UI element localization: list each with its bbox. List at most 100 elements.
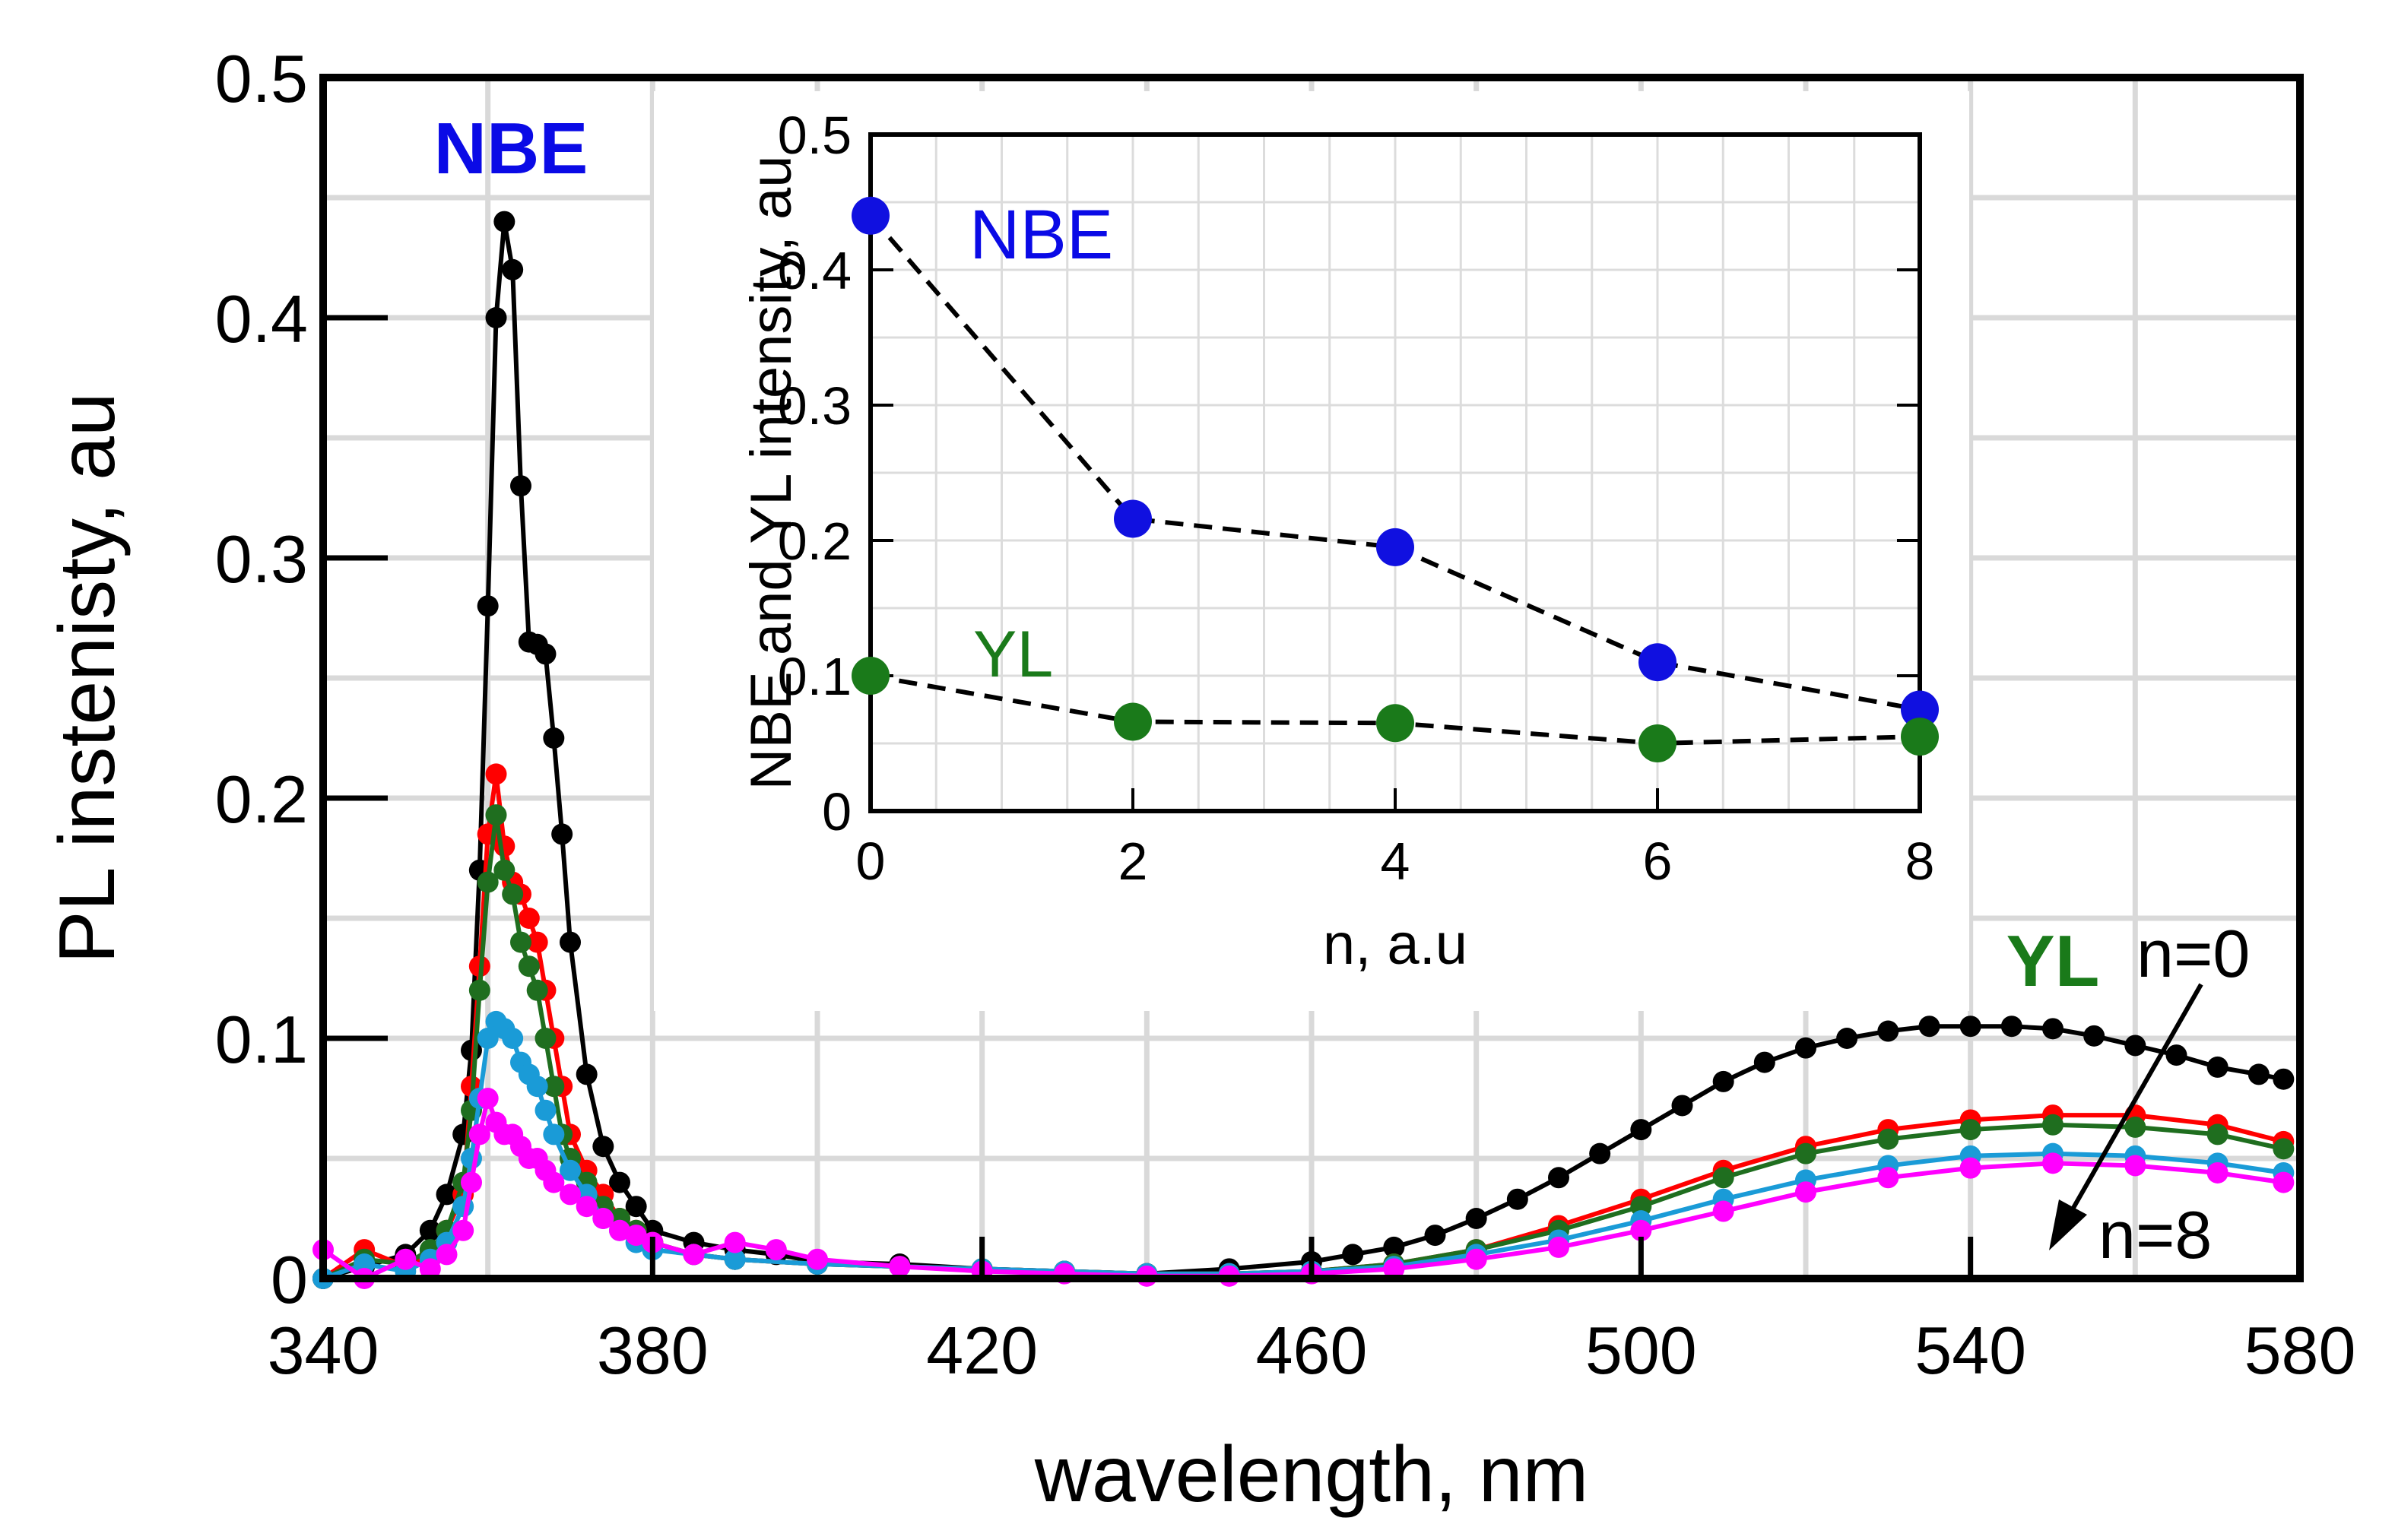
main-point-n-0	[551, 823, 573, 845]
main-point-n-8	[724, 1231, 746, 1253]
inset-y-tick-label: 0.1	[778, 647, 852, 706]
inset-x-tick-label: 6	[1643, 832, 1673, 891]
inset-y-tick-label: 0.3	[778, 376, 852, 436]
main-point-n-0	[625, 1196, 647, 1218]
inset-series-nbe	[852, 196, 1939, 729]
n-end-label: n=8	[2098, 1197, 2212, 1272]
main-point-n-8	[477, 1088, 499, 1109]
inset-point-nbe	[852, 196, 890, 235]
main-point-n-0	[2124, 1035, 2146, 1057]
main-point-n-4	[526, 979, 548, 1001]
main-point-n-4	[2206, 1123, 2228, 1145]
inset-point-nbe	[1901, 690, 1939, 729]
inset-point-yl	[1638, 724, 1676, 762]
inset-y-tick-label: 0.2	[778, 512, 852, 571]
main-point-n-4	[1877, 1128, 1899, 1150]
main-point-n-4	[1795, 1142, 1816, 1165]
inset-y-tick-label: 0	[822, 782, 852, 841]
main-point-n-8	[1712, 1200, 1734, 1222]
main-point-n-0	[2247, 1063, 2270, 1085]
main-point-n-8	[1465, 1248, 1487, 1270]
main-point-n-0	[535, 643, 557, 665]
main-point-n-8	[807, 1248, 828, 1270]
main-point-n-8	[592, 1208, 614, 1229]
inset-nbe-label: NBE	[969, 196, 1113, 274]
yl-band-label: YL	[2006, 921, 2100, 1002]
main-point-n-0	[1589, 1142, 1611, 1165]
main-point-n-2	[485, 763, 507, 785]
inset-tick-marks	[869, 133, 1921, 813]
main-point-n-4	[502, 883, 524, 905]
main-point-n-8	[1548, 1236, 1569, 1258]
main-point-n-0	[576, 1063, 598, 1085]
main-point-n-8	[2124, 1155, 2146, 1177]
main-point-n-0	[1753, 1051, 1775, 1073]
inset-point-yl	[1901, 718, 1939, 756]
main-point-n-0	[1959, 1016, 1981, 1038]
main-point-n-4	[1712, 1167, 1734, 1189]
main-point-n-8	[461, 1171, 482, 1193]
main-point-n-0	[502, 258, 524, 280]
inset-y-axis-title: NBE and YL intensity, au	[739, 155, 804, 790]
main-y-tick-label: 0.4	[215, 281, 308, 356]
main-point-n-0	[419, 1219, 441, 1241]
main-y-axis-title: PL instenisty, au	[43, 392, 132, 964]
main-point-n-0	[2273, 1068, 2295, 1090]
main-point-n-0	[493, 211, 515, 233]
main-point-n-4	[543, 1076, 565, 1098]
main-series-layer	[312, 211, 2295, 1289]
main-point-n-0	[1918, 1016, 1940, 1038]
trend-arrow-shaft	[2062, 983, 2203, 1225]
main-x-tick-label: 420	[926, 1313, 1038, 1388]
main-point-n-0	[2000, 1016, 2022, 1038]
main-point-n-4	[2042, 1114, 2064, 1136]
main-point-n-0	[609, 1171, 630, 1193]
nbe-peak-label: NBE	[434, 108, 588, 189]
main-x-tick-labels: 340 380 420 460 500 540 580	[268, 1313, 2356, 1388]
main-point-n-2	[526, 931, 548, 953]
main-plot-frame	[319, 74, 2304, 1282]
inset-chart: 0 2 4 6 8 0 0.1 0.2 0.3 0.4 0.5 n, a.u NBE and YL…	[654, 91, 1969, 1011]
main-point-n-8	[889, 1256, 911, 1278]
inset-point-yl	[1114, 702, 1152, 741]
inset-x-tick-label: 4	[1381, 832, 1410, 891]
inset-y-tick-label: 0.5	[778, 106, 852, 165]
inset-point-yl	[1376, 704, 1414, 743]
main-x-tick-label: 380	[597, 1313, 709, 1388]
main-chart: 340 380 420 460 500 540 580 00.10.20.30.40.5 w…	[43, 41, 2355, 1519]
main-point-n-0	[436, 1184, 458, 1206]
main-point-n-8	[452, 1219, 474, 1241]
main-y-tick-label: 0	[271, 1242, 308, 1317]
main-point-n-6	[502, 1028, 524, 1049]
main-point-n-8	[683, 1244, 705, 1266]
inset-point-nbe	[1376, 528, 1414, 566]
main-point-n-4	[510, 931, 531, 953]
trend-arrow-head	[2049, 1199, 2087, 1250]
main-y-tick-label: 0.2	[215, 762, 308, 837]
main-point-n-8	[765, 1239, 787, 1261]
main-y-tick-labels: 0 0.1 0.2 0.3 0.4 0.5	[215, 41, 308, 1317]
main-point-n-0	[543, 727, 565, 749]
main-x-tick-label: 460	[1256, 1313, 1368, 1388]
n-start-label: n=0	[2136, 916, 2250, 991]
main-point-n-0	[1424, 1225, 1446, 1247]
main-point-n-8	[436, 1244, 458, 1266]
main-point-n-6	[724, 1248, 746, 1270]
main-point-n-0	[1465, 1208, 1487, 1229]
main-series-n-8	[312, 1088, 2295, 1289]
main-point-n-8	[1630, 1219, 1652, 1241]
main-point-n-0	[1548, 1167, 1569, 1189]
main-point-n-0	[2206, 1056, 2228, 1078]
main-point-n-8	[2042, 1152, 2064, 1174]
main-point-n-0	[1630, 1119, 1652, 1141]
main-point-n-6	[560, 1159, 581, 1181]
main-x-tick-label: 580	[2244, 1313, 2356, 1388]
inset-x-tick-label: 0	[856, 832, 886, 891]
main-y-tick-label: 0.1	[215, 1002, 308, 1077]
main-point-n-8	[543, 1171, 565, 1193]
main-point-n-2	[493, 835, 515, 857]
main-point-n-8	[2273, 1171, 2295, 1193]
inset-point-nbe	[1114, 499, 1152, 538]
main-point-n-8	[1795, 1181, 1816, 1203]
